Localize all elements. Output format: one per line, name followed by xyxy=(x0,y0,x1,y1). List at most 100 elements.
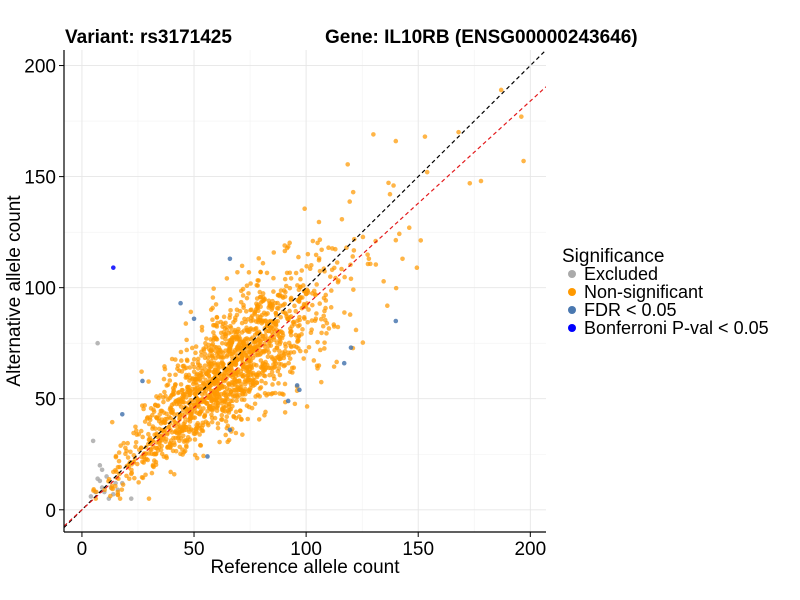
data-point xyxy=(171,389,176,395)
data-point xyxy=(232,327,238,333)
data-point xyxy=(287,240,292,246)
data-point xyxy=(317,347,323,353)
data-point xyxy=(221,361,226,367)
data-point xyxy=(393,237,399,243)
data-point xyxy=(393,318,399,324)
data-point xyxy=(173,420,179,426)
data-point xyxy=(331,265,337,271)
data-point xyxy=(190,376,196,381)
data-point xyxy=(177,417,182,422)
data-point xyxy=(117,496,123,501)
x-tick-label: 100 xyxy=(290,539,322,560)
x-tick-label: 0 xyxy=(77,539,88,560)
data-point xyxy=(139,403,145,408)
data-point xyxy=(257,289,263,295)
data-point xyxy=(88,494,94,499)
data-point xyxy=(258,343,264,349)
data-point xyxy=(190,361,196,367)
legend-swatch xyxy=(568,306,576,314)
data-point xyxy=(235,379,240,385)
data-point xyxy=(239,388,244,393)
data-point xyxy=(193,350,198,356)
data-point xyxy=(215,378,221,383)
legend-label: Bonferroni P-val < 0.05 xyxy=(584,318,769,338)
legend-label: Excluded xyxy=(584,264,658,284)
data-point xyxy=(237,339,243,345)
data-point xyxy=(188,309,194,315)
data-point xyxy=(287,356,293,361)
data-point xyxy=(188,415,194,421)
data-point xyxy=(180,452,185,457)
data-point xyxy=(350,254,356,259)
data-point xyxy=(239,263,245,269)
x-tick-label: 50 xyxy=(183,539,204,560)
data-point xyxy=(301,356,307,361)
data-point xyxy=(254,282,260,288)
data-point xyxy=(118,443,123,448)
data-point xyxy=(292,303,297,309)
data-point xyxy=(179,358,184,363)
data-point xyxy=(339,216,345,222)
data-point xyxy=(184,358,190,364)
data-point xyxy=(119,487,125,492)
data-point xyxy=(199,324,205,330)
data-point xyxy=(317,301,323,306)
data-point xyxy=(188,388,193,394)
data-point xyxy=(203,340,208,346)
data-point xyxy=(303,348,309,354)
data-point xyxy=(397,231,402,237)
data-point xyxy=(207,395,212,401)
data-point xyxy=(199,372,204,377)
data-point xyxy=(201,381,206,387)
data-point xyxy=(293,332,299,338)
data-point xyxy=(157,433,163,439)
data-point xyxy=(318,316,324,322)
data-point xyxy=(272,358,277,363)
data-point xyxy=(125,455,131,460)
data-point xyxy=(260,370,265,375)
data-point xyxy=(311,358,317,363)
data-point xyxy=(300,327,305,332)
data-point xyxy=(313,292,319,297)
data-point xyxy=(418,238,424,243)
data-point xyxy=(227,312,233,318)
data-point xyxy=(194,376,200,382)
data-point xyxy=(150,412,155,418)
data-point xyxy=(286,352,291,358)
data-point xyxy=(239,350,245,356)
data-point xyxy=(153,426,158,431)
data-point xyxy=(274,305,280,311)
data-point xyxy=(252,401,258,407)
data-point xyxy=(278,339,283,345)
data-point xyxy=(241,305,246,310)
data-point xyxy=(195,424,200,430)
data-point xyxy=(202,363,208,368)
data-point xyxy=(113,467,118,473)
data-point xyxy=(237,336,243,342)
data-point xyxy=(348,276,354,282)
data-point xyxy=(333,246,338,252)
data-point xyxy=(319,247,324,253)
data-point xyxy=(178,349,184,355)
data-point xyxy=(157,412,163,417)
data-point xyxy=(177,438,182,444)
data-point xyxy=(173,372,178,378)
data-point xyxy=(139,369,144,374)
data-point xyxy=(216,365,222,370)
data-point xyxy=(168,469,173,475)
data-point xyxy=(282,381,288,387)
data-point xyxy=(169,356,175,362)
data-point xyxy=(153,451,159,457)
data-point xyxy=(308,330,314,336)
data-point xyxy=(230,398,235,404)
data-point xyxy=(116,450,122,455)
data-point xyxy=(240,286,246,292)
data-point xyxy=(297,322,302,328)
data-point xyxy=(259,378,264,384)
series-fdr-0-05 xyxy=(119,256,399,459)
reference-lines xyxy=(64,50,546,528)
data-point xyxy=(260,260,266,266)
legend-entry: Non-significant xyxy=(568,282,703,302)
data-point xyxy=(180,433,186,439)
data-point xyxy=(373,238,378,244)
